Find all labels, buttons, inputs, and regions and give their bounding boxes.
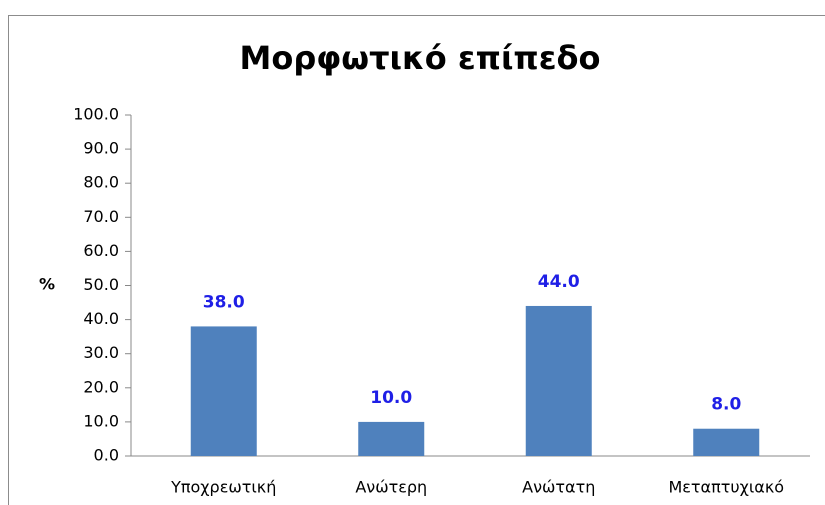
y-tick-label: 30.0 (83, 343, 119, 362)
chart-title: Μορφωτικό επίπεδο (239, 39, 600, 77)
y-tick-label: 60.0 (83, 241, 119, 260)
y-tick-label: 20.0 (83, 377, 119, 396)
y-tick-label: 10.0 (83, 411, 119, 430)
y-tick-label: 50.0 (83, 275, 119, 294)
x-tick-label: Ανώτατη (522, 478, 595, 497)
y-axis-label: % (39, 275, 55, 294)
value-label: 10.0 (370, 388, 412, 408)
x-tick-label: Υποχρεωτική (170, 478, 276, 497)
y-tick-label: 80.0 (83, 173, 119, 192)
bar (190, 326, 257, 456)
x-tick-label: Ανώτερη (355, 478, 427, 497)
y-tick-label: 0.0 (94, 446, 119, 465)
x-tick-label: Μεταπτυχιακό (668, 478, 784, 497)
bar (525, 305, 592, 456)
y-tick-label: 90.0 (83, 139, 119, 158)
y-tick-label: 70.0 (83, 207, 119, 226)
value-label: 38.0 (203, 292, 245, 312)
value-label: 44.0 (538, 272, 580, 292)
value-label: 8.0 (711, 395, 741, 415)
bar (358, 421, 425, 456)
y-tick-label: 40.0 (83, 309, 119, 328)
y-tick-label: 100.0 (73, 105, 119, 124)
bar (693, 428, 760, 456)
